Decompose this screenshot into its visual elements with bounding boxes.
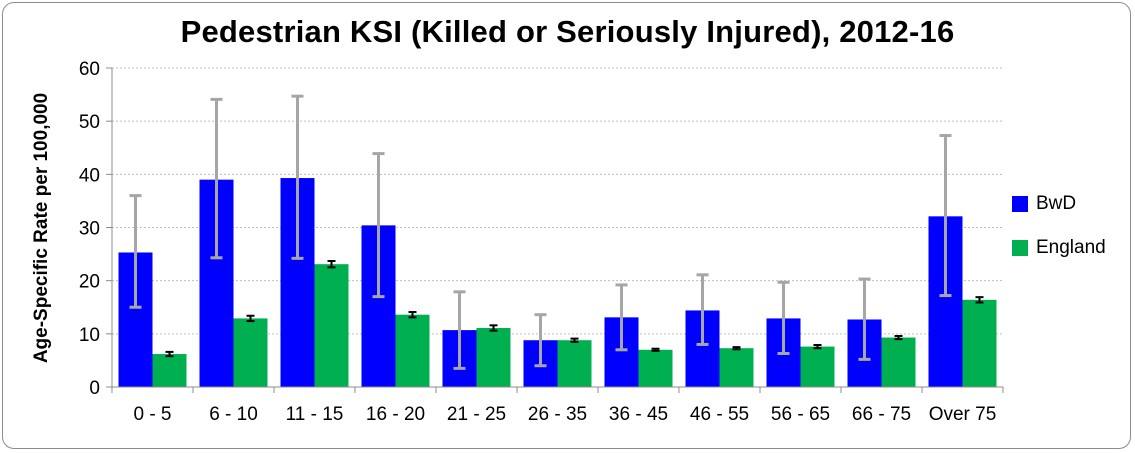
chart-title: Pedestrian KSI (Killed or Seriously Inju… — [180, 14, 955, 49]
x-tick-label: 66 - 75 — [852, 404, 911, 425]
bar-england — [557, 340, 592, 387]
x-tick-label: 6 - 10 — [209, 404, 258, 425]
x-tick-label: Over 75 — [929, 404, 997, 425]
bar-england — [395, 314, 430, 387]
bar-england — [638, 349, 673, 387]
bar-england — [800, 346, 835, 387]
legend-item-england: England — [1012, 236, 1106, 260]
x-tick-label: 0 - 5 — [133, 404, 171, 425]
y-tick-label: 10 — [79, 325, 100, 346]
bar-england — [476, 327, 511, 387]
y-tick-label: 60 — [79, 59, 100, 80]
x-tick-label: 56 - 65 — [771, 404, 830, 425]
x-tick-label: 16 - 20 — [366, 404, 425, 425]
bar-england — [233, 318, 268, 387]
y-tick-label: 20 — [79, 272, 100, 293]
x-tick-label: 36 - 45 — [609, 404, 668, 425]
legend-swatch-england — [1012, 240, 1028, 256]
legend-item-bwd: BwD — [1012, 192, 1106, 216]
y-tick-label: 40 — [79, 165, 100, 186]
x-tick-label: 46 - 55 — [690, 404, 749, 425]
bar-england — [314, 264, 349, 387]
legend: BwD England — [1012, 192, 1106, 280]
bar-england — [152, 354, 187, 387]
y-tick-labels: 0 10 20 30 40 50 60 — [79, 59, 100, 399]
x-tick-labels: 0 - 5 6 - 10 11 - 15 16 - 20 21 - 25 26 - 35 3… — [133, 404, 996, 425]
bar-england — [881, 337, 916, 387]
y-tick-label: 30 — [79, 219, 100, 240]
legend-label-england: England — [1036, 237, 1106, 258]
x-tick-label: 21 - 25 — [447, 404, 506, 425]
bar-england — [719, 348, 754, 387]
axes — [106, 67, 1004, 393]
y-tick-label: 0 — [89, 378, 100, 399]
legend-swatch-bwd — [1012, 196, 1028, 212]
legend-label-bwd: BwD — [1036, 193, 1077, 214]
x-tick-label: 11 - 15 — [286, 404, 344, 425]
error-bars — [129, 94, 984, 370]
bar-england — [962, 299, 997, 387]
gridlines — [112, 67, 1003, 335]
y-tick-label: 50 — [79, 112, 100, 133]
x-tick-label: 26 - 35 — [528, 404, 587, 425]
